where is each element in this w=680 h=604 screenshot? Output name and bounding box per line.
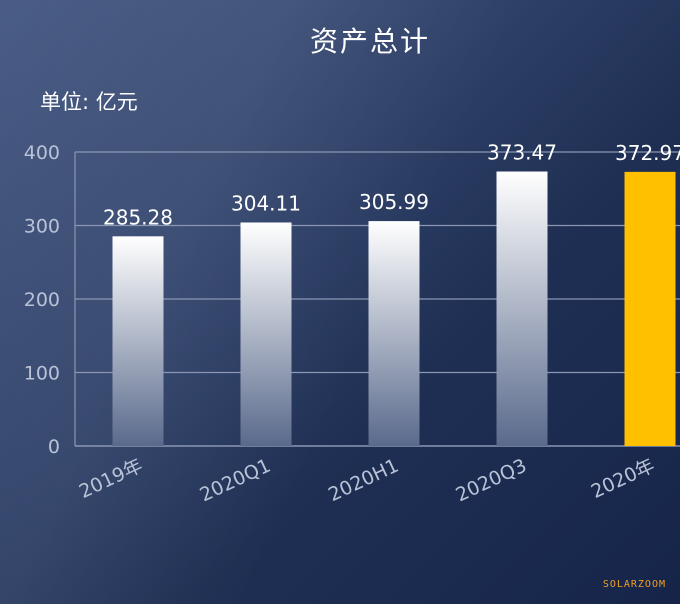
value-labels: 285.28 304.11 305.99 373.47 372.97 — [103, 140, 680, 229]
watermark-logo: SOLARZOOM — [602, 579, 666, 590]
bar-highlight — [624, 171, 676, 446]
x-category-label: 2020年 — [588, 455, 658, 503]
x-category-label: 2020Q3 — [452, 455, 530, 507]
bar-value-label: 305.99 — [359, 190, 429, 214]
y-tick-label: 300 — [24, 216, 60, 238]
bar — [240, 222, 292, 446]
y-tick-label: 200 — [24, 289, 60, 311]
bar — [112, 236, 164, 446]
x-category-label: 2020Q1 — [196, 455, 274, 507]
x-category-label: 2020H1 — [325, 455, 402, 507]
bars — [112, 171, 676, 446]
chart-title: 资产总计 — [309, 25, 430, 58]
bar-value-label: 304.11 — [231, 191, 301, 215]
unit-label: 单位: 亿元 — [40, 90, 138, 114]
x-category-label: 2019年 — [76, 455, 146, 503]
x-axis-labels: 2019年 2020Q1 2020H1 2020Q3 2020年 — [76, 455, 658, 507]
bar — [496, 171, 548, 446]
bar-value-label: 372.97 — [615, 141, 680, 165]
y-tick-label: 400 — [24, 142, 60, 164]
bar-value-label: 285.28 — [103, 205, 173, 229]
y-tick-label: 0 — [48, 436, 60, 458]
y-tick-label: 100 — [24, 363, 60, 385]
bar-value-label: 373.47 — [487, 140, 557, 164]
bar — [368, 221, 420, 446]
y-axis: 0 100 200 300 400 — [24, 142, 60, 458]
